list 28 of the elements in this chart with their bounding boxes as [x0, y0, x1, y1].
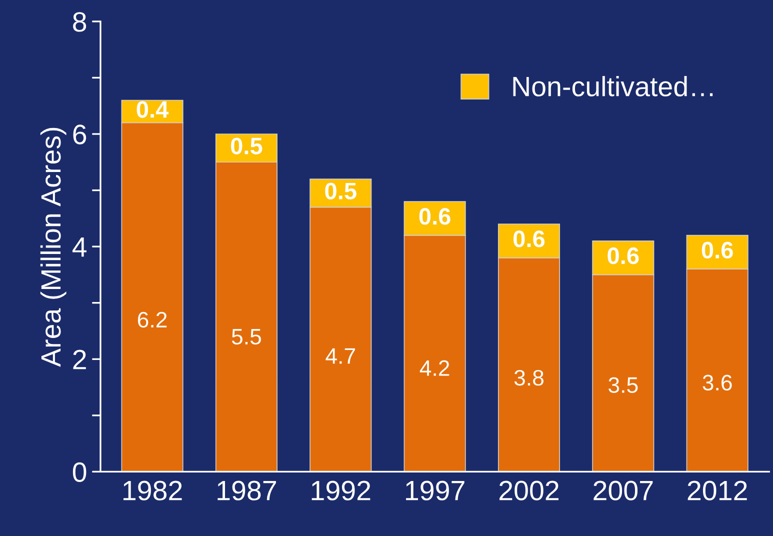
- y-tick-label: 6: [73, 124, 86, 144]
- y-tick-label: 0: [72, 462, 86, 482]
- data-label: 0.6: [514, 230, 545, 248]
- data-label: 4.2: [420, 360, 450, 376]
- data-label: 3.6: [702, 374, 732, 391]
- x-tick-label: 2002: [499, 480, 558, 500]
- x-tick-label: 1982: [124, 480, 182, 500]
- x-tick-label: 2012: [688, 480, 747, 500]
- data-label: 0.6: [419, 208, 450, 225]
- legend-label: Non-cultivated…: [513, 76, 713, 96]
- data-label: 0.5: [230, 138, 262, 154]
- data-label: 0.5: [325, 182, 356, 200]
- data-label: 3.5: [608, 377, 638, 393]
- x-tick-label: 1992: [312, 480, 370, 500]
- data-label: 4.7: [326, 348, 355, 364]
- data-label: 3.8: [514, 370, 544, 386]
- data-label: 0.6: [608, 247, 639, 264]
- x-tick-label: 2007: [594, 480, 653, 500]
- x-tick-label: 1987: [218, 480, 276, 500]
- y-tick-label: 8: [73, 12, 86, 32]
- y-tick-label: 4: [72, 238, 86, 257]
- y-tick-label: 2: [73, 350, 86, 370]
- data-label: 6.2: [138, 312, 167, 328]
- data-label: 0.4: [136, 101, 169, 118]
- x-tick-label: 1997: [406, 480, 464, 500]
- y-axis-title: Area (Million Acres): [40, 128, 66, 367]
- data-label: 5.5: [232, 329, 261, 345]
- data-label: 0.6: [702, 242, 733, 259]
